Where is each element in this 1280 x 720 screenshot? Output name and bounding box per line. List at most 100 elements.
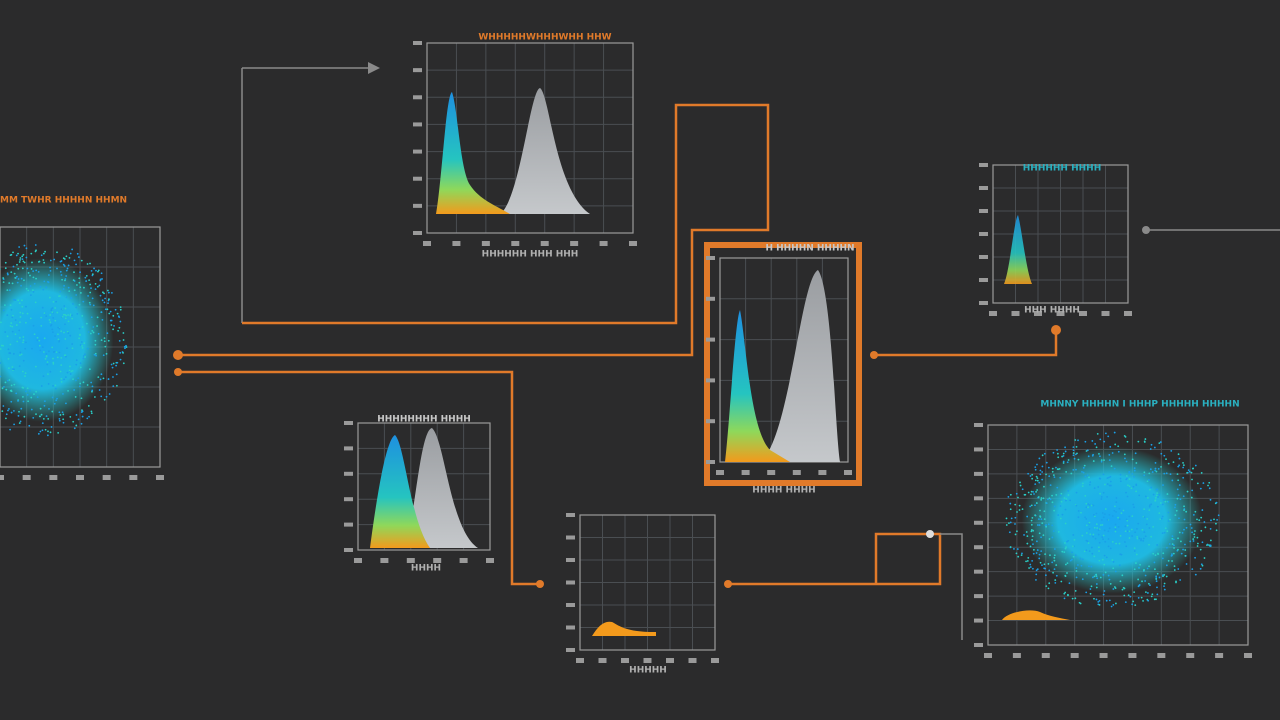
scatter-dot: [6, 289, 9, 292]
scatter-dot: [1183, 505, 1185, 508]
scatter-dot: [1057, 456, 1060, 459]
panel-frame: [426, 42, 634, 234]
scatter-dot: [1185, 526, 1188, 529]
scatter-dot: [6, 273, 9, 276]
panel-footer: HHH HHHH: [1024, 306, 1080, 316]
scatter-dot: [111, 291, 113, 294]
scatter-dot: [8, 289, 11, 292]
scatter-dot: [40, 413, 43, 416]
scatter-dot: [122, 332, 125, 334]
scatter-dot: [1149, 468, 1152, 471]
scatter-dot: [1114, 526, 1117, 529]
scatter-dot: [1053, 505, 1056, 508]
scatter-dot: [1062, 462, 1065, 464]
scatter-dot: [42, 252, 45, 255]
scatter-dot: [2, 405, 5, 407]
scatter-dot: [1178, 484, 1181, 486]
scatter-dot: [1061, 550, 1064, 553]
scatter-dot: [55, 399, 58, 402]
tick-label-glyph: [1056, 311, 1065, 316]
scatter-dot: [10, 322, 13, 324]
scatter-dot: [56, 356, 59, 359]
scatter-dot: [18, 410, 20, 413]
scatter-dot: [1118, 564, 1121, 567]
scatter-dot: [112, 314, 115, 317]
scatter-dot: [1035, 475, 1038, 478]
scatter-dot: [1150, 595, 1153, 598]
scatter-dot: [42, 288, 45, 291]
scatter-dot: [39, 407, 42, 410]
scatter-dot: [1072, 452, 1075, 454]
scatter-dot: [1125, 518, 1128, 521]
scatter-dot: [60, 377, 63, 380]
scatter-dot: [55, 351, 58, 354]
scatter-dot: [1103, 563, 1106, 566]
scatter-dot: [81, 345, 83, 347]
scatter-dot: [1158, 493, 1161, 496]
scatter-dot: [1114, 570, 1117, 573]
scatter-dot: [35, 413, 37, 415]
scatter-dot: [0, 375, 2, 378]
scatter-core: [1021, 446, 1203, 594]
scatter-dot: [1095, 583, 1098, 585]
tick-label-glyph: [629, 241, 637, 246]
scatter-dot: [1005, 524, 1008, 526]
tick-label-glyph: [459, 558, 468, 563]
scatter-dot: [69, 314, 72, 317]
tick-label-glyph: [566, 535, 575, 540]
scatter-dot: [1053, 568, 1056, 571]
scatter-dot: [1144, 495, 1147, 498]
scatter-dot: [72, 378, 74, 381]
scatter-dot: [1172, 538, 1175, 541]
scatter-dot: [18, 261, 21, 263]
scatter-dot: [60, 364, 63, 366]
scatter-dot: [40, 254, 43, 257]
scatter-dot: [1039, 561, 1042, 564]
scatter-dot: [1109, 480, 1112, 483]
tick-label-glyph: [643, 658, 652, 663]
scatter-dot: [1139, 563, 1141, 566]
scatter-dot: [1065, 546, 1067, 549]
scatter-dot: [49, 296, 51, 299]
tick-label-glyph: [344, 421, 353, 425]
scatter-dot: [88, 279, 91, 282]
scatter-dot: [1089, 481, 1092, 484]
scatter-dot: [102, 291, 104, 294]
scatter-dot: [21, 258, 24, 261]
scatter-dot: [1154, 461, 1157, 464]
scatter-dot: [65, 402, 67, 405]
scatter-dot: [1128, 515, 1131, 518]
scatter-dot: [30, 252, 33, 255]
scatter-dot: [1087, 542, 1090, 544]
scatter-dot: [21, 370, 24, 373]
scatter-dot: [1034, 514, 1037, 517]
scatter-dot: [1072, 469, 1075, 471]
scatter-dot: [1191, 478, 1193, 481]
scatter-dot: [93, 353, 96, 356]
scatter-dot: [1082, 482, 1084, 485]
scatter-dot: [1151, 471, 1154, 473]
scatter-dot: [1088, 476, 1090, 479]
scatter-dot: [1113, 431, 1116, 434]
scatter-dot: [1097, 529, 1100, 532]
scatter-dot: [116, 312, 119, 315]
scatter-dot: [54, 307, 57, 309]
scatter-dot: [1152, 493, 1155, 496]
scatter-dot: [63, 305, 66, 307]
scatter-dot: [35, 390, 38, 393]
scatter-dot: [75, 363, 78, 366]
scatter-dot: [106, 308, 109, 311]
scatter-dot: [46, 361, 49, 363]
scatter-dot: [72, 302, 74, 305]
scatter-dot: [87, 295, 89, 297]
scatter-dot: [1036, 477, 1039, 480]
scatter-dot: [79, 292, 82, 294]
scatter-dot: [23, 415, 26, 418]
scatter-dot: [1155, 575, 1158, 578]
scatter-dot: [65, 255, 68, 258]
scatter-dot: [43, 404, 46, 407]
scatter-dot: [1065, 499, 1067, 502]
scatter-dot: [1105, 599, 1108, 602]
tick-label-glyph: [566, 558, 575, 562]
scatter-dot: [19, 311, 22, 314]
